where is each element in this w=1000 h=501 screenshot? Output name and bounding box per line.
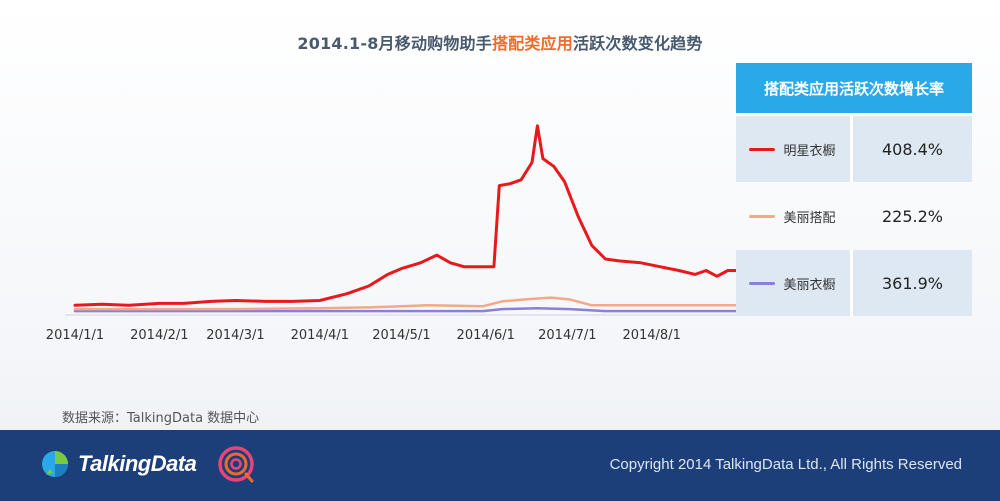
line-chart: 2014/1/1 2014/2/1 2014/3/1 2014/4/1 2014/5/1… — [46, 124, 738, 343]
x-tick-label: 2014/6/1 — [457, 328, 515, 343]
series-line-meiliyichu — [73, 306, 738, 313]
x-tick-label: 2014/1/1 — [46, 328, 104, 343]
legend-swatch-mingxing — [749, 147, 776, 151]
x-tick-label: 2014/2/1 — [130, 328, 188, 343]
logo-mark-icon — [42, 451, 68, 477]
x-tick-label: 2014/7/1 — [538, 328, 596, 343]
x-tick-label: 2014/4/1 — [291, 328, 349, 343]
legend-label-meiliyichu: 美丽衣橱 — [783, 277, 836, 293]
chart-title: 2014.1-8月移动购物助手搭配类应用活跃次数变化趋势 — [0, 30, 1000, 54]
x-tick-label: 2014/5/1 — [372, 328, 430, 343]
data-source-note: 数据来源：TalkingData 数据中心 — [62, 411, 260, 426]
legend-item-meilidapei: 美丽搭配 — [736, 183, 849, 249]
growth-table-header-text: 搭配类应用活跃次数增长率 — [763, 79, 944, 98]
growth-value-mingxing: 408.4% — [881, 139, 943, 159]
series-layer — [73, 124, 738, 313]
series-line-mingxing — [73, 124, 738, 307]
title-suffix: 活跃次数变化趋势 — [572, 34, 703, 53]
x-axis: 2014/1/1 2014/2/1 2014/3/1 2014/4/1 2014/5/1… — [46, 314, 736, 343]
x-tick-label: 2014/8/1 — [622, 328, 680, 343]
growth-row-meiliyichu: 美丽衣橱 361.9% — [736, 250, 972, 316]
talkingdata-logo: TalkingData — [40, 444, 256, 484]
row-separator — [850, 116, 853, 182]
logo-text: TalkingData — [78, 451, 197, 476]
legend-item-meiliyichu: 美丽衣橱 — [736, 250, 849, 316]
growth-row-meilidapei: 美丽搭配 225.2% — [736, 183, 972, 249]
growth-value-meiliyichu: 361.9% — [881, 273, 943, 293]
spiral-logo-icon — [218, 446, 255, 483]
growth-value-meilidapei: 225.2% — [881, 206, 943, 226]
row-separator — [850, 250, 853, 316]
legend-item-mingxing: 明星衣橱 — [736, 116, 849, 182]
growth-table-header: 搭配类应用活跃次数增长率 — [736, 63, 972, 113]
copyright-text: Copyright 2014 TalkingData Ltd., All Rig… — [609, 456, 962, 473]
x-tick-label: 2014/3/1 — [206, 328, 264, 343]
legend-swatch-meiliyichu — [749, 281, 776, 285]
title-prefix: 2014.1-8月移动购物助手 — [297, 34, 492, 53]
legend-label-mingxing: 明星衣橱 — [783, 143, 836, 159]
series-line-meilidapei — [73, 296, 738, 311]
growth-row-mingxing: 明星衣橱 408.4% — [736, 116, 972, 182]
footer-bar: TalkingData Copyright 2014 TalkingData L… — [0, 430, 1000, 501]
legend-label-meilidapei: 美丽搭配 — [783, 210, 836, 226]
title-highlight: 搭配类应用 — [491, 34, 573, 53]
legend-swatch-meilidapei — [749, 214, 776, 218]
